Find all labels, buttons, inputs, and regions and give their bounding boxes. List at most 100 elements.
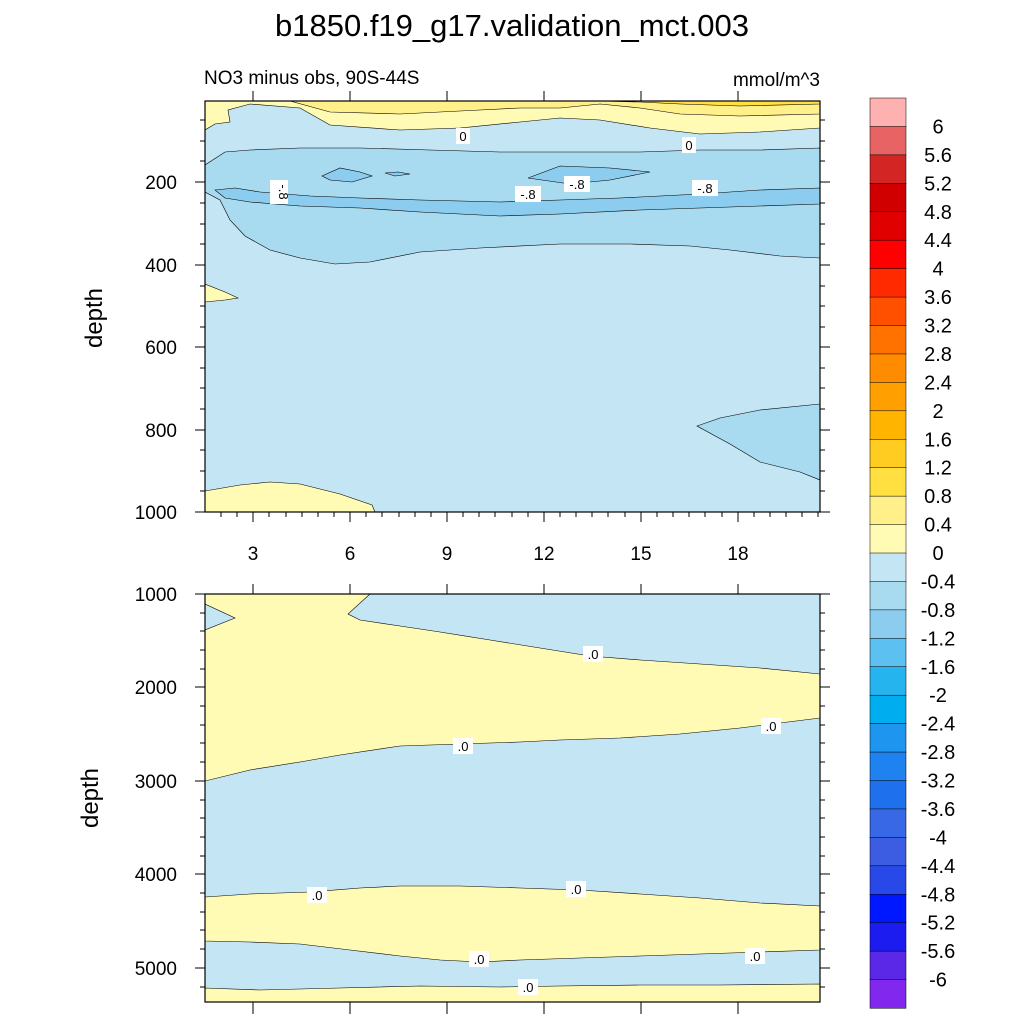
svg-text:-.8: -.8 bbox=[697, 181, 712, 196]
colorbar-swatch-16 bbox=[869, 552, 907, 582]
upper-panel: 0 0 -.8 -.8 -.8 -.8 200 400 bbox=[81, 91, 830, 565]
upper-y-tick-200: 200 bbox=[145, 173, 177, 194]
colorbar-swatch-0 bbox=[869, 97, 907, 127]
colorbar-swatch-30 bbox=[869, 950, 907, 981]
lower-contour-label-4: .0 bbox=[307, 887, 327, 903]
x-tick-6: 6 bbox=[345, 544, 356, 565]
colorbar-swatch-29 bbox=[869, 922, 907, 952]
colorbar-swatch-31 bbox=[869, 979, 907, 1009]
upper-y-tick-labels: 200 400 600 800 1000 bbox=[135, 173, 177, 524]
upper-region-neg-right-lobe bbox=[696, 403, 820, 481]
upper-y-axis-label: depth bbox=[81, 288, 108, 348]
lower-y-tick-3000: 3000 bbox=[135, 772, 177, 793]
colorbar-swatch-4 bbox=[869, 211, 907, 241]
x-tick-18: 18 bbox=[727, 544, 748, 565]
colorbar-swatch-26 bbox=[869, 837, 907, 867]
colorbar-label-27: -4.8 bbox=[921, 884, 955, 906]
colorbar-swatch-1 bbox=[869, 126, 907, 156]
lower-x-ticks bbox=[252, 584, 739, 1014]
upper-contour-label-1: 0 bbox=[456, 128, 470, 144]
colorbar-label-23: -3.2 bbox=[921, 771, 955, 793]
lower-contour-label-3: .0 bbox=[453, 738, 473, 754]
colorbar-swatch-3 bbox=[869, 183, 907, 213]
colorbar-label-29: -5.6 bbox=[921, 941, 955, 963]
colorbar-label-20: -2 bbox=[929, 685, 947, 707]
colorbar-swatch-28 bbox=[869, 894, 907, 924]
lower-contour-label-2: .0 bbox=[761, 718, 781, 734]
colorbar-label-25: -4 bbox=[929, 827, 947, 849]
colorbar-swatch-2 bbox=[869, 154, 907, 184]
colorbar-label-13: 0.8 bbox=[924, 486, 952, 508]
upper-y-ticks bbox=[195, 119, 830, 513]
svg-text:.0: .0 bbox=[523, 980, 534, 995]
lower-contour-label-6: .0 bbox=[469, 951, 489, 967]
colorbar-swatch-13 bbox=[869, 467, 907, 497]
lower-panel-frame bbox=[204, 593, 821, 1003]
lower-y-tick-1000: 1000 bbox=[135, 585, 177, 606]
colorbar-swatch-18 bbox=[869, 609, 907, 639]
upper-y-tick-600: 600 bbox=[145, 338, 177, 359]
upper-region-pos-0.8 bbox=[599, 101, 820, 107]
svg-text:.0: .0 bbox=[474, 952, 485, 967]
colorbar-label-16: -0.4 bbox=[921, 571, 955, 593]
colorbar-label-26: -4.4 bbox=[921, 856, 955, 878]
colorbar-swatch-23 bbox=[869, 751, 907, 782]
colorbar-label-12: 1.2 bbox=[924, 458, 952, 480]
lower-y-tick-labels: 1000 2000 3000 4000 5000 bbox=[135, 585, 177, 980]
colorbar-label-7: 3.2 bbox=[924, 316, 952, 338]
colorbar-label-19: -1.6 bbox=[921, 657, 955, 679]
upper-panel-subtitle: NO3 minus obs, 90S-44S bbox=[204, 68, 419, 89]
upper-contour-label-5: -.8 bbox=[515, 186, 541, 202]
lower-contour-label-8: .0 bbox=[518, 979, 538, 995]
colorbar-label-18: -1.2 bbox=[921, 628, 955, 650]
colorbar-swatch-17 bbox=[869, 581, 907, 611]
upper-region-pos-left bbox=[205, 283, 240, 303]
units-label: mmol/m^3 bbox=[733, 70, 820, 91]
colorbar-labels: 6 5.6 5.2 4.8 4.4 4 3.6 3.2 2.8 2.4 2 1.6 1.2 0.8 0.4 0… bbox=[921, 116, 955, 991]
colorbar-label-10: 2 bbox=[932, 401, 943, 423]
colorbar-label-28: -5.2 bbox=[921, 913, 955, 935]
colorbar-label-0: 6 bbox=[932, 116, 943, 138]
lower-y-tick-4000: 4000 bbox=[135, 865, 177, 886]
colorbar-label-21: -2.4 bbox=[921, 714, 955, 736]
colorbar-swatch-10 bbox=[869, 382, 907, 412]
upper-y-tick-1000: 1000 bbox=[135, 503, 177, 524]
upper-contour-label-6: -.8 bbox=[692, 180, 718, 196]
colorbar-label-1: 5.6 bbox=[924, 145, 952, 167]
colorbar-label-6: 3.6 bbox=[924, 287, 952, 309]
svg-text:.0: .0 bbox=[588, 647, 599, 662]
lower-contour-label-7: .0 bbox=[745, 948, 765, 964]
svg-text:-.8: -.8 bbox=[569, 177, 584, 192]
colorbar-swatch-8 bbox=[869, 325, 907, 355]
lower-region-pos-middle bbox=[205, 885, 820, 963]
upper-contour-label-3: -.8 bbox=[270, 180, 291, 204]
svg-text:0: 0 bbox=[685, 138, 692, 153]
colorbar-swatch-11 bbox=[869, 410, 907, 440]
svg-text:.0: .0 bbox=[312, 888, 323, 903]
colorbar-label-14: 0.4 bbox=[924, 515, 952, 537]
upper-y-tick-800: 800 bbox=[145, 421, 177, 442]
colorbar-swatch-22 bbox=[869, 723, 907, 753]
upper-region-pos-bottom bbox=[205, 481, 376, 512]
svg-text:.0: .0 bbox=[458, 739, 469, 754]
lower-y-tick-2000: 2000 bbox=[135, 678, 177, 699]
x-tick-9: 9 bbox=[442, 544, 453, 565]
lower-panel: .0 .0 .0 .0 .0 .0 .0 .0 1000 2000 bbox=[77, 584, 830, 1014]
colorbar-label-11: 1.6 bbox=[924, 429, 952, 451]
upper-region-neg-island1 bbox=[321, 167, 373, 183]
svg-text:-.8: -.8 bbox=[520, 187, 535, 202]
x-tick-15: 15 bbox=[630, 544, 651, 565]
upper-x-ticks bbox=[220, 91, 819, 522]
upper-x-tick-labels: 3 6 9 12 15 18 bbox=[248, 544, 749, 565]
colorbar-label-15: 0 bbox=[932, 543, 943, 565]
lower-contour-label-5: .0 bbox=[566, 881, 586, 897]
colorbar-swatch-25 bbox=[869, 808, 907, 838]
colorbar-label-30: -6 bbox=[929, 970, 947, 992]
lower-y-ticks bbox=[195, 593, 830, 988]
colorbar-label-17: -0.8 bbox=[921, 600, 955, 622]
colorbar-label-22: -2.8 bbox=[921, 742, 955, 764]
svg-text:.0: .0 bbox=[571, 882, 582, 897]
colorbar-swatch-5 bbox=[869, 239, 907, 270]
colorbar-label-3: 4.8 bbox=[924, 202, 952, 224]
colorbar-swatch-14 bbox=[869, 495, 907, 526]
